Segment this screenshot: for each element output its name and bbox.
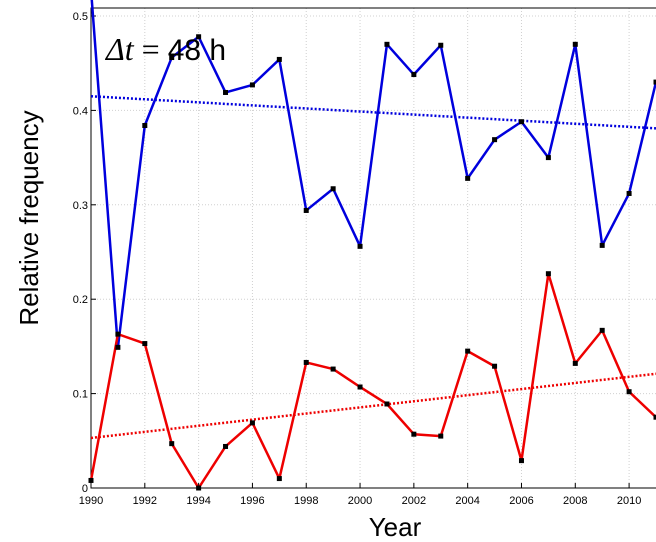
y-tick-label: 0.2 <box>73 294 88 306</box>
x-tick-label: 1998 <box>294 495 318 507</box>
annotation-equals: = <box>134 31 168 67</box>
series-1-point <box>626 190 632 196</box>
annotation: Δt = 48 h <box>104 31 226 67</box>
x-tick-label: 2002 <box>402 495 426 507</box>
series-2-point <box>599 327 605 333</box>
series-1-point <box>465 175 471 181</box>
series-2-point <box>518 458 524 464</box>
trendline-2 <box>90 372 656 440</box>
x-tick-label: 2000 <box>348 495 372 507</box>
series-2-point <box>357 384 363 390</box>
x-tick-label: 1992 <box>133 495 157 507</box>
series-2-point <box>438 433 444 439</box>
series-2-point <box>653 414 656 420</box>
y-tick-label: 0 <box>82 483 88 495</box>
x-tick-label: 2006 <box>509 495 533 507</box>
series-1-point <box>142 123 148 129</box>
plot-area <box>90 7 656 489</box>
x-tick-label: 2004 <box>455 495 479 507</box>
series-1-point <box>438 42 444 48</box>
series-1-point <box>357 243 363 249</box>
series-1-point <box>545 155 551 161</box>
series-2-point <box>249 420 255 426</box>
x-tick-label: 1996 <box>240 495 264 507</box>
series-1-point <box>249 82 255 88</box>
series-2-point <box>492 363 498 369</box>
series-1-point <box>276 56 282 62</box>
series-1-point <box>653 79 656 85</box>
x-tick-label: 1994 <box>186 495 210 507</box>
series-1-point <box>411 72 417 78</box>
series-1-point <box>196 34 202 40</box>
series-1-point <box>223 89 229 95</box>
series-1-point <box>518 119 524 125</box>
series-1-point <box>599 242 605 248</box>
series-2-point <box>115 331 121 337</box>
y-tick-label: 0.3 <box>73 200 88 212</box>
x-axis-label: Year <box>369 512 422 542</box>
annotation-symbol: Δt <box>104 31 135 67</box>
series-2-point <box>411 431 417 437</box>
y-tick-label: 0.1 <box>73 389 88 401</box>
series-1-point <box>330 186 336 192</box>
x-tick-label: 2010 <box>617 495 641 507</box>
series-2-point <box>88 477 94 483</box>
series-1-point <box>384 41 390 47</box>
series-2-point <box>223 443 229 449</box>
trendline-1 <box>90 94 656 130</box>
series-2-point <box>303 359 309 365</box>
series-2-point <box>545 271 551 277</box>
x-tick-label: 2008 <box>563 495 587 507</box>
data-markers <box>88 34 656 491</box>
series-2-point <box>384 401 390 407</box>
trendlines <box>90 94 656 440</box>
x-tick-label: 1990 <box>79 495 103 507</box>
series-2-point <box>169 441 175 447</box>
y-tick-label: 0.5 <box>73 11 88 23</box>
y-tick-label: 0.4 <box>73 105 88 117</box>
series-1-line <box>90 0 656 349</box>
series-2-point <box>276 476 282 482</box>
series-1-point <box>169 55 175 61</box>
annotation-value: 48 h <box>168 34 226 67</box>
series-2-point <box>626 389 632 395</box>
series-2-line <box>89 272 656 490</box>
series-2-point <box>465 348 471 354</box>
series-2-point <box>196 485 202 491</box>
series-2-point <box>142 341 148 347</box>
x-axis-ticks: 1990 1992 1994 1996 1998 2000 2002 2004 2006 2008… <box>79 483 641 507</box>
series-1-point <box>572 41 578 47</box>
series-2-point <box>330 366 336 372</box>
series-lines <box>89 0 656 490</box>
series-1-point <box>492 137 498 143</box>
series-2-point <box>572 360 578 366</box>
y-axis-ticks: 0 0.1 0.2 0.3 0.4 0.5 <box>73 11 96 495</box>
grid <box>90 8 656 489</box>
series-1-point <box>115 344 121 350</box>
y-axis-label: Relative frequency <box>14 110 44 325</box>
series-1-point <box>303 207 309 213</box>
